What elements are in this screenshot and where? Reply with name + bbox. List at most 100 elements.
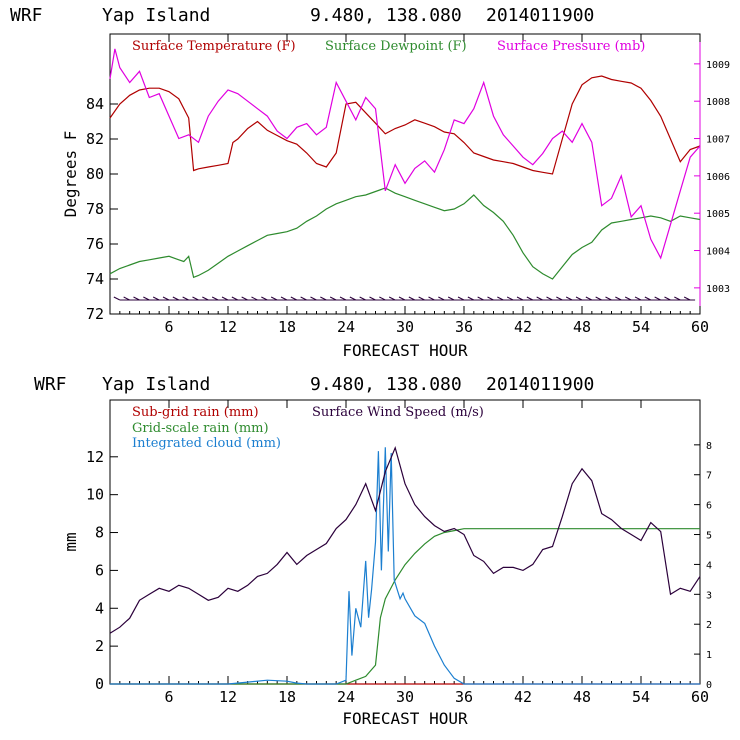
legend-wind-speed: Surface Wind Speed (m/s)	[312, 405, 484, 420]
wind-barb	[664, 296, 671, 301]
x-tick-label: 42	[514, 688, 532, 706]
top-series	[109, 48, 701, 280]
wind-barb	[595, 296, 602, 301]
wind-barb	[202, 296, 209, 301]
bottom-legend: Sub-grid rain (mm) Grid-scale rain (mm) …	[132, 405, 484, 451]
x-tick-label: 18	[278, 318, 296, 336]
series-line-surface-pressure-mb	[109, 48, 701, 260]
bottom-x-ticks: 6 12 18 24 30 36 42 48 54 60	[119, 400, 709, 706]
x-tick-label: 48	[573, 318, 591, 336]
x-tick-label: 24	[337, 688, 355, 706]
y-tick-label: 8	[95, 524, 104, 542]
x-tick-label: 6	[164, 688, 173, 706]
y-tick-label: 6	[95, 561, 104, 579]
wind-barb	[329, 296, 337, 301]
y2-tick-label: 1009	[706, 60, 730, 71]
top-y2-ticks: 1003 1004 1005 1006 1007 1008 1009	[694, 60, 730, 295]
y-tick-label: 78	[86, 200, 104, 218]
x-tick-label: 30	[396, 318, 414, 336]
legend-subgrid-rain: Sub-grid rain (mm)	[132, 405, 259, 420]
wind-barb	[211, 296, 219, 301]
series-line-surface-wind-speed-m-s	[109, 445, 701, 634]
top-title-coords: 9.480, 138.080	[310, 5, 462, 26]
y2-tick-label: 2	[706, 620, 712, 631]
wind-barb	[123, 296, 130, 301]
bottom-y2-ticks: 0 1 2 3 4 5 6 7 8	[694, 441, 712, 691]
wind-barb	[516, 296, 524, 301]
top-x-axis-label: FORECAST HOUR	[342, 341, 468, 360]
wind-barb	[339, 296, 347, 301]
wind-barb	[192, 296, 199, 301]
top-x-ticks: 6 12 18 24 30 36 42 48 54 60	[119, 34, 709, 336]
y-tick-label: 2	[95, 637, 104, 655]
series-line-integrated-cloud-mm	[110, 447, 700, 685]
wind-barb	[624, 296, 632, 301]
wind-barb	[644, 296, 652, 301]
wind-barb	[359, 296, 366, 301]
wind-barb	[683, 296, 691, 301]
wind-barb	[565, 296, 573, 301]
wind-barb	[349, 296, 357, 301]
wind-barb	[290, 296, 298, 301]
wind-barb	[162, 296, 170, 301]
wind-barb	[556, 296, 563, 301]
y-tick-label: 84	[86, 95, 104, 113]
wind-barb	[546, 296, 553, 301]
y2-tick-label: 0	[706, 680, 712, 691]
wind-barb	[408, 296, 416, 301]
wind-barb	[585, 296, 593, 301]
wind-barbs	[113, 296, 696, 301]
y-tick-label: 74	[86, 270, 104, 288]
y2-tick-label: 8	[706, 441, 712, 452]
wind-barb	[310, 296, 317, 301]
wind-barb	[241, 296, 248, 301]
wind-barb	[182, 296, 189, 301]
wind-barb	[369, 296, 376, 301]
x-tick-label: 36	[455, 318, 473, 336]
top-y-axis-label: Degrees F	[61, 131, 80, 218]
wind-barb	[487, 296, 494, 301]
y2-tick-label: 6	[706, 501, 712, 512]
y-tick-label: 12	[86, 448, 104, 466]
top-legend: Surface Temperature (F) Surface Dewpoint…	[132, 39, 645, 54]
wind-barb	[467, 296, 475, 301]
wind-barb	[654, 296, 661, 301]
bottom-title-location: Yap Island	[102, 374, 210, 395]
x-tick-label: 12	[219, 688, 237, 706]
bottom-y-ticks: 0 2 4 6 8 10 12	[86, 448, 118, 693]
wind-barb	[300, 296, 307, 301]
top-plot-frame	[109, 33, 701, 315]
series-line-surface-temperature-f	[109, 75, 701, 175]
y2-tick-label: 1006	[706, 172, 730, 183]
wind-barb	[270, 296, 278, 301]
series-line-grid-scale-rain-mm	[110, 528, 700, 685]
legend-surface-temperature: Surface Temperature (F)	[132, 39, 296, 54]
wind-barb	[497, 296, 504, 301]
x-tick-label: 12	[219, 318, 237, 336]
wind-barb	[172, 296, 180, 301]
wind-barb	[674, 296, 681, 301]
wind-barb	[477, 296, 484, 301]
x-tick-label: 24	[337, 318, 355, 336]
wind-barb	[634, 296, 642, 301]
wind-barb	[221, 296, 229, 301]
y2-tick-label: 1	[706, 650, 712, 661]
y2-tick-label: 1004	[706, 247, 730, 258]
y-tick-label: 80	[86, 165, 104, 183]
bottom-series	[109, 445, 701, 685]
y-tick-label: 76	[86, 235, 104, 253]
wind-barb	[447, 296, 455, 301]
x-tick-label: 36	[455, 688, 473, 706]
top-title-model: WRF	[10, 5, 43, 26]
top-title-run: 2014011900	[486, 5, 594, 26]
wind-barb	[428, 296, 435, 301]
x-tick-label: 30	[396, 688, 414, 706]
wind-barb	[398, 296, 406, 301]
x-tick-label: 54	[632, 688, 650, 706]
legend-surface-dewpoint: Surface Dewpoint (F)	[325, 39, 467, 54]
top-title-location: Yap Island	[102, 5, 210, 26]
x-tick-label: 54	[632, 318, 650, 336]
wind-barb	[457, 296, 465, 301]
